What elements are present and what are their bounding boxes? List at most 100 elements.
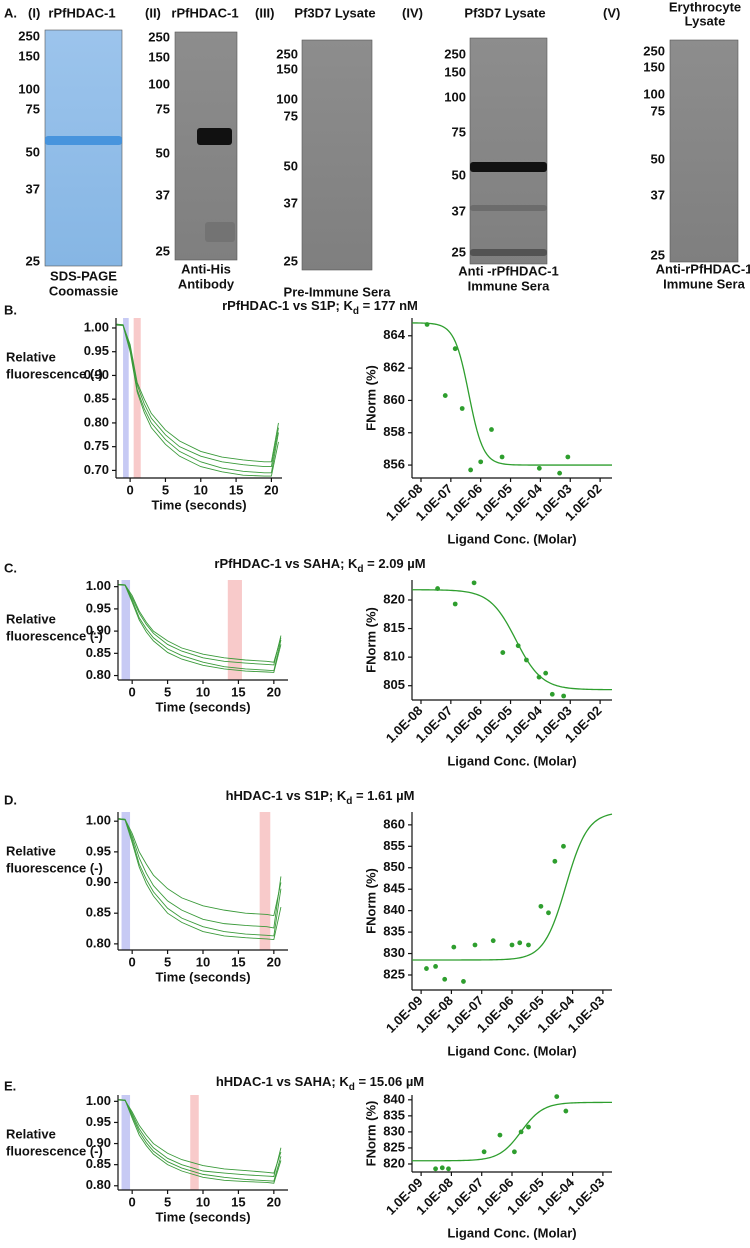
gel-caption: Antibody bbox=[178, 276, 235, 291]
y-tick-label: 0.85 bbox=[86, 905, 111, 920]
data-point bbox=[546, 910, 551, 916]
gel-title: Pf3D7 Lysate bbox=[464, 5, 545, 20]
marker-label: 100 bbox=[276, 91, 298, 106]
marker-label: 25 bbox=[26, 253, 40, 268]
x-tick-label: 15 bbox=[231, 684, 245, 699]
marker-label: 25 bbox=[284, 253, 298, 268]
data-point bbox=[511, 1149, 517, 1155]
x-axis-label: Time (seconds) bbox=[155, 969, 250, 984]
y-tick-label: 0.85 bbox=[86, 645, 111, 660]
panel-label: D. bbox=[4, 792, 17, 807]
y-tick-label: 0.90 bbox=[84, 367, 109, 382]
marker-label: 75 bbox=[284, 108, 298, 123]
y-axis-label: Relative bbox=[6, 349, 56, 364]
marker-label: 75 bbox=[651, 103, 665, 118]
marker-label: 25 bbox=[651, 247, 665, 262]
marker-label: 50 bbox=[452, 167, 466, 182]
y-tick-label: 820 bbox=[383, 591, 405, 606]
x-tick-label: 5 bbox=[162, 482, 169, 497]
data-point bbox=[442, 976, 448, 982]
gel-caption: Anti-His bbox=[181, 261, 231, 276]
y-tick-label: 825 bbox=[383, 1139, 405, 1154]
data-point bbox=[509, 942, 515, 948]
y-tick-label: 830 bbox=[383, 1123, 405, 1138]
marker-label: 250 bbox=[444, 46, 466, 61]
y-tick-label: 805 bbox=[383, 677, 405, 692]
trace-line bbox=[118, 1099, 282, 1184]
chart-title: hHDAC-1 vs S1P; Kd = 1.61 µM bbox=[226, 788, 415, 806]
marker-label: 250 bbox=[276, 46, 298, 61]
chart-title: rPfHDAC-1 vs SAHA; Kd = 2.09 µM bbox=[214, 556, 425, 574]
data-point bbox=[478, 459, 484, 465]
title-main: rPfHDAC-1 vs S1P; K bbox=[222, 298, 353, 313]
trace-line bbox=[118, 1099, 282, 1174]
gel-label: (II) bbox=[145, 5, 161, 20]
y-tick-label: 0.90 bbox=[86, 623, 111, 638]
marker-label: 37 bbox=[651, 187, 665, 202]
data-point bbox=[446, 1166, 451, 1172]
gel-band bbox=[45, 136, 122, 145]
title-sub: d bbox=[349, 1082, 355, 1093]
x-tick-label: 20 bbox=[267, 1194, 281, 1209]
gel-title: Erythrocyte bbox=[669, 0, 741, 14]
data-point bbox=[452, 346, 458, 352]
x-tick-label: 0 bbox=[129, 1194, 136, 1209]
data-point bbox=[526, 1124, 531, 1130]
gel-label: (III) bbox=[255, 5, 275, 20]
y-tick-label: 840 bbox=[383, 1091, 405, 1106]
data-point bbox=[499, 454, 505, 460]
gel-image bbox=[669, 39, 739, 263]
x-tick-label: 15 bbox=[231, 1194, 245, 1209]
region bbox=[259, 812, 271, 950]
chart-title: rPfHDAC-1 vs S1P; Kd = 177 nM bbox=[222, 298, 418, 316]
y-tick-label: 0.85 bbox=[86, 1156, 111, 1171]
gel-label: (IV) bbox=[402, 5, 423, 20]
x-tick-label: 5 bbox=[164, 954, 171, 969]
data-point bbox=[435, 586, 440, 591]
marker-label: 100 bbox=[643, 86, 665, 101]
data-point bbox=[471, 580, 477, 586]
marker-label: 25 bbox=[452, 244, 466, 259]
marker-label: 150 bbox=[643, 59, 665, 74]
y-tick-label: 0.70 bbox=[84, 462, 109, 477]
fit-curve bbox=[412, 1101, 613, 1162]
trace-line bbox=[118, 818, 282, 937]
gel-caption: Coomassie bbox=[49, 283, 118, 298]
data-point bbox=[424, 966, 429, 971]
y-tick-label: 1.00 bbox=[86, 1093, 111, 1108]
y-axis-label: fluorescence (-) bbox=[6, 860, 103, 875]
y-axis-label: fluorescence (-) bbox=[6, 1143, 103, 1158]
y-tick-label: 0.75 bbox=[84, 438, 109, 453]
x-axis-label: Ligand Conc. (Molar) bbox=[447, 531, 576, 546]
y-tick-label: 864 bbox=[383, 327, 405, 342]
y-tick-label: 0.95 bbox=[86, 1114, 111, 1129]
title-main: hHDAC-1 vs SAHA; K bbox=[216, 1074, 350, 1089]
y-tick-label: 1.00 bbox=[86, 578, 111, 593]
y-tick-label: 825 bbox=[383, 966, 405, 981]
marker-label: 250 bbox=[18, 28, 40, 43]
trace-line bbox=[116, 323, 279, 463]
y-tick-label: 835 bbox=[383, 924, 405, 939]
marker-label: 100 bbox=[444, 89, 466, 104]
data-point bbox=[433, 964, 438, 969]
data-point bbox=[468, 467, 474, 473]
y-axis-label: Relative bbox=[6, 1126, 56, 1141]
data-point bbox=[481, 1149, 487, 1155]
y-tick-label: 0.90 bbox=[86, 1135, 111, 1150]
trace-line bbox=[116, 324, 279, 474]
data-point bbox=[452, 601, 458, 607]
data-point bbox=[497, 1132, 503, 1138]
y-tick-label: 0.80 bbox=[86, 667, 111, 682]
trace-line bbox=[118, 818, 282, 917]
x-tick-label: 0 bbox=[129, 684, 136, 699]
x-axis-label: Ligand Conc. (Molar) bbox=[447, 753, 576, 768]
trace-line bbox=[118, 583, 282, 663]
panel-label: A. bbox=[4, 5, 17, 20]
y-tick-label: 0.85 bbox=[84, 391, 109, 406]
trace-line bbox=[118, 818, 282, 941]
data-point bbox=[549, 691, 555, 697]
x-tick-label: 10 bbox=[196, 684, 210, 699]
marker-label: 100 bbox=[148, 76, 170, 91]
y-axis-label: FNorm (%) bbox=[363, 1101, 378, 1167]
